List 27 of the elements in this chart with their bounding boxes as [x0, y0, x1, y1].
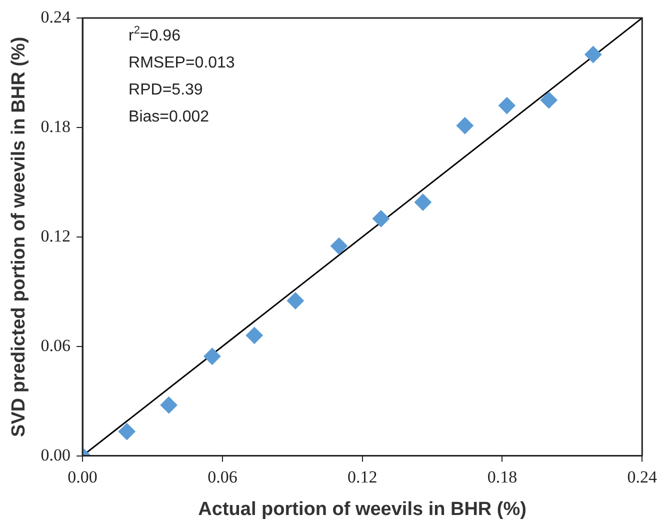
x-tick-label: 0.12 [347, 467, 378, 486]
point [246, 326, 263, 344]
point [204, 348, 221, 365]
point [584, 46, 602, 63]
y-tick-label: 0.18 [40, 116, 71, 136]
y-tick-label: 0.00 [40, 445, 71, 464]
annotation: RPD=5.39 [128, 81, 203, 98]
x-tick-label: 0.24 [627, 467, 658, 486]
point [414, 194, 432, 211]
point [372, 210, 390, 228]
point [286, 292, 304, 310]
x-tick-label: 0.18 [487, 467, 518, 486]
point [118, 423, 136, 440]
point [330, 238, 348, 255]
point [160, 396, 178, 414]
point [456, 117, 474, 134]
annotation: Bias=0.002 [128, 108, 210, 126]
y-tick-label: 0.12 [40, 226, 71, 246]
x-tick-label: 0.00 [68, 467, 98, 486]
point [540, 92, 558, 109]
y-tick-label: 0.24 [40, 7, 72, 26]
y-tick-label: 0.06 [40, 336, 71, 355]
point [498, 97, 516, 114]
x-tick-label: 0.06 [208, 467, 238, 486]
annotation: RMSEP=0.013 [128, 54, 235, 72]
y-axis-title: SVD predicted portion of weevils in BHR (%) [8, 36, 30, 437]
x-axis-title: Actual portion of weevils in BHR (%) [198, 498, 526, 520]
